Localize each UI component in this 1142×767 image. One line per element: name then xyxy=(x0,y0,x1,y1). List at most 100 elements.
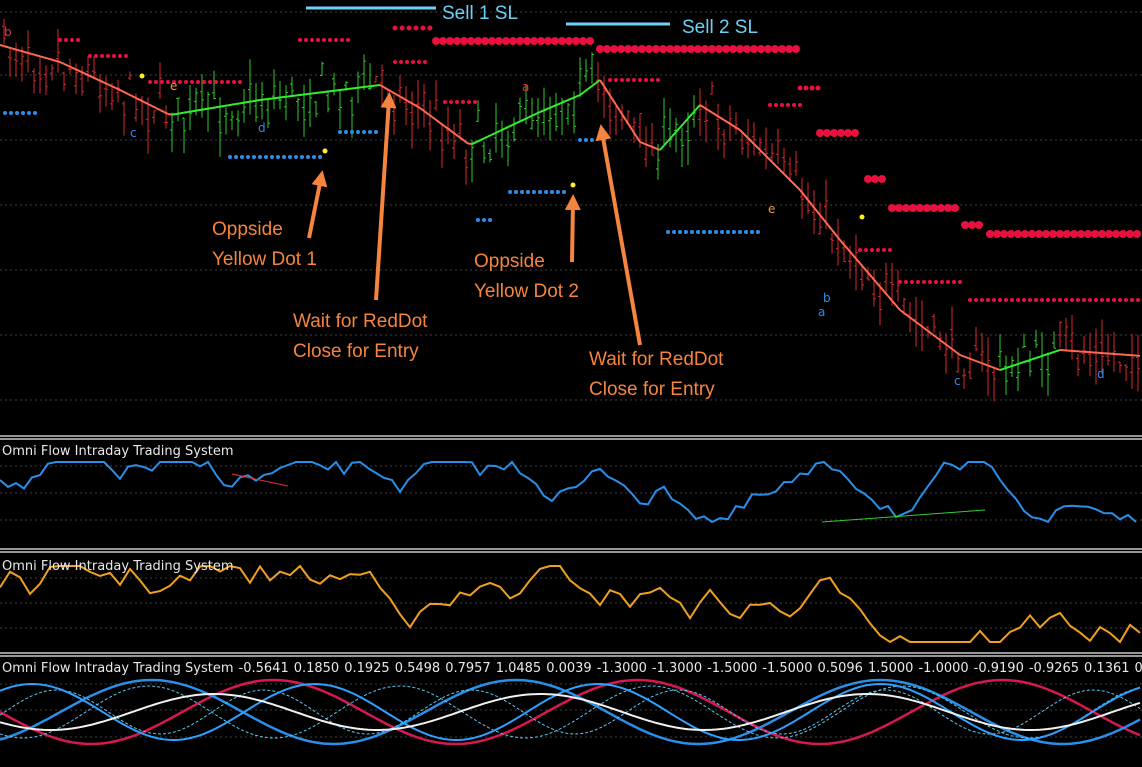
ma-segment xyxy=(823,219,829,226)
stop-dot xyxy=(1105,230,1113,238)
stop-dot xyxy=(1022,298,1026,302)
stop-dot xyxy=(815,85,821,91)
ma-segment xyxy=(791,181,797,187)
ma-segment xyxy=(147,103,153,107)
stop-dot xyxy=(509,37,517,45)
stop-dot xyxy=(888,204,896,212)
ma-segment xyxy=(683,117,689,124)
ma-segment xyxy=(667,135,673,142)
ma-segment xyxy=(395,93,401,98)
stop-dot xyxy=(768,103,772,107)
ma-segment xyxy=(811,204,817,211)
stop-dot xyxy=(148,80,152,84)
ma-segment xyxy=(1027,358,1033,362)
ma-segment xyxy=(295,94,301,97)
stop-dot xyxy=(958,280,962,284)
stop-dot xyxy=(482,218,486,222)
stop-dot xyxy=(1106,298,1110,302)
ma-segment xyxy=(247,100,253,103)
stop-dot xyxy=(1063,230,1071,238)
ma-segment xyxy=(923,327,929,332)
ma-segment xyxy=(847,248,853,255)
ma-segment xyxy=(855,258,861,264)
stop-dot xyxy=(1021,230,1029,238)
ma-segment xyxy=(483,135,489,140)
ma-segment xyxy=(275,96,281,99)
ma-segment xyxy=(783,173,789,179)
ma-segment xyxy=(607,91,613,100)
stop-dot xyxy=(584,138,588,142)
stop-dot xyxy=(722,45,730,53)
stop-dot xyxy=(652,45,660,53)
stop-dot xyxy=(346,38,350,42)
ma-segment xyxy=(35,54,41,58)
ma-segment xyxy=(3,45,9,49)
stop-dot xyxy=(15,111,19,115)
ma-segment xyxy=(827,224,833,231)
stop-dot xyxy=(565,37,573,45)
ma-segment xyxy=(731,124,737,129)
ma-segment xyxy=(615,104,621,112)
stop-dot xyxy=(166,80,170,84)
ma-segment xyxy=(43,56,49,60)
stop-dot xyxy=(650,78,654,82)
ma-segment xyxy=(987,364,993,368)
stop-dot xyxy=(590,138,594,142)
ma-segment xyxy=(643,142,649,147)
stop-dot xyxy=(980,298,984,302)
stop-dot xyxy=(202,80,206,84)
ma-segment xyxy=(963,355,969,359)
stop-dot xyxy=(620,78,624,82)
ma-segment xyxy=(415,104,421,109)
ma-segment xyxy=(875,281,881,288)
ma-segment xyxy=(831,229,837,236)
stop-dot xyxy=(226,80,230,84)
stop-dot xyxy=(399,60,403,64)
stop-dot xyxy=(864,248,868,252)
ma-segment xyxy=(547,105,553,110)
stop-dot xyxy=(439,37,447,45)
annotation: Yellow Dot 2 xyxy=(474,281,579,302)
stop-dot xyxy=(1084,230,1092,238)
stop-dot xyxy=(312,155,316,159)
ma-segment xyxy=(895,304,901,311)
stop-dot xyxy=(922,280,926,284)
stop-dot xyxy=(934,280,938,284)
stop-dot xyxy=(1091,230,1099,238)
ma-segment xyxy=(403,97,409,102)
stop-dot xyxy=(196,80,200,84)
stop-dot xyxy=(282,155,286,159)
stop-dot xyxy=(350,130,354,134)
stop-dot xyxy=(362,130,366,134)
ma-segment xyxy=(287,95,293,98)
stop-dot xyxy=(344,130,348,134)
ma-segment xyxy=(127,93,133,97)
ma-segment xyxy=(299,93,305,96)
stop-dot xyxy=(27,111,31,115)
ma-segment xyxy=(1055,349,1061,353)
stop-dot xyxy=(656,78,660,82)
stop-dot xyxy=(596,45,604,53)
stop-dot xyxy=(851,129,859,137)
ma-segment xyxy=(203,107,209,111)
ma-segment xyxy=(851,253,857,260)
ma-segment xyxy=(111,85,117,90)
stop-dot xyxy=(930,204,938,212)
stop-dot xyxy=(374,130,378,134)
stop-dot xyxy=(764,45,772,53)
stop-dot xyxy=(882,248,886,252)
stop-dot xyxy=(578,138,582,142)
stop-dot xyxy=(1098,230,1106,238)
pane-separators xyxy=(0,435,1142,657)
stop-dot xyxy=(1035,230,1043,238)
stop-dot xyxy=(944,204,952,212)
stop-dot xyxy=(1100,298,1104,302)
stop-dot xyxy=(940,280,944,284)
ma-segment xyxy=(107,83,113,88)
stop-dot xyxy=(726,230,730,234)
stop-dot xyxy=(1133,230,1141,238)
ma-segment xyxy=(55,59,61,63)
ma-segment xyxy=(315,91,321,94)
ma-segment xyxy=(431,116,437,121)
wave-marker: c xyxy=(954,374,961,388)
